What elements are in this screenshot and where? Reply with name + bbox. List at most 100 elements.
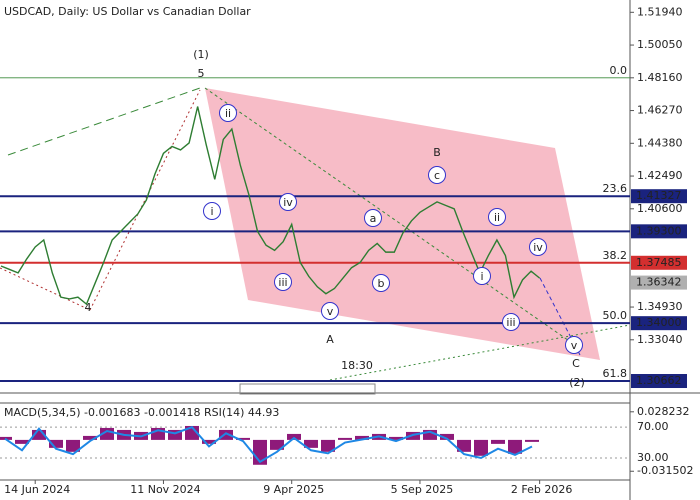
y-tick-label: 1.46270: [637, 104, 683, 117]
y-tick-label: 1.42490: [637, 169, 683, 182]
macd-bar: [508, 439, 522, 454]
wave-label: b: [378, 277, 385, 290]
wave-circle: [274, 273, 292, 291]
fib-label: 23.6: [603, 182, 628, 195]
fib-label: 0.0: [610, 64, 628, 77]
y-tick-label: 1.33040: [637, 333, 683, 346]
rsi-line: [4, 426, 533, 464]
wave-label: (2): [569, 376, 585, 389]
price-line: [0, 106, 541, 306]
trend-line: [329, 324, 631, 381]
macd-bar: [355, 435, 369, 440]
y-tick-label: 1.51940: [637, 5, 683, 18]
x-tick-label: 14 Jun 2024: [4, 483, 70, 496]
wave-label: c: [434, 169, 440, 182]
x-tick-label: 2 Feb 2026: [511, 483, 572, 496]
macd-bar: [32, 429, 46, 440]
wave-line: [0, 267, 91, 311]
macd-bar: [15, 439, 29, 444]
wave-line: [89, 89, 201, 311]
level-label: 1.34000: [636, 316, 682, 329]
wave-label: a: [370, 212, 377, 225]
macd-bar: [423, 429, 437, 440]
wave-circle: [203, 202, 221, 220]
fib-label: 50.0: [603, 309, 628, 322]
macd-bar: [474, 439, 488, 456]
wave-label: ii: [494, 211, 500, 224]
wave-circle: [321, 302, 339, 320]
macd-bar: [270, 439, 284, 450]
timer-frame: [239, 383, 376, 395]
y2-tick-label: 70.00: [637, 420, 669, 433]
macd-bar: [338, 437, 352, 440]
y-tick-label: 1.48160: [637, 71, 683, 84]
macd-bar: [389, 436, 403, 440]
level-box: [631, 189, 687, 204]
wave-label: iv: [283, 196, 293, 209]
level-label: 1.37485: [636, 256, 682, 269]
macd-bar: [525, 439, 539, 442]
macd-bar: [440, 433, 454, 440]
macd-bar: [151, 427, 165, 440]
macd-bar: [304, 439, 318, 448]
wave-label: v: [327, 305, 334, 318]
wave-label: ii: [225, 107, 231, 120]
level-box: [631, 275, 687, 290]
wave-label: iii: [506, 316, 515, 329]
wave-label: i: [480, 270, 483, 283]
level-label: 1.39300: [636, 224, 682, 237]
level-box: [631, 316, 687, 331]
level-box: [631, 374, 687, 389]
channel: [205, 88, 600, 360]
wave-circle: [529, 238, 547, 256]
y-tick-label: 1.40600: [637, 202, 683, 215]
wave-label: v: [571, 339, 578, 352]
wave-circle: [279, 193, 297, 211]
indicator-title: MACD(5,34,5) -0.001683 -0.001418 RSI(14)…: [4, 406, 279, 419]
wave-label: 5: [198, 67, 205, 80]
y-tick-label: -0.031502: [637, 464, 693, 477]
y-tick-label: 0.028232: [637, 405, 690, 418]
macd-bar: [49, 439, 63, 448]
macd-bar: [100, 427, 114, 440]
wave-circle: [502, 313, 520, 331]
wave-label: iii: [278, 276, 287, 289]
x-tick-label: 5 Sep 2025: [391, 483, 454, 496]
macd-bar: [202, 439, 216, 444]
wave-circle: [219, 104, 237, 122]
wave-circle: [488, 208, 506, 226]
chart-title: USDCAD, Daily: US Dollar vs Canadian Dol…: [4, 5, 251, 18]
wave-label: A: [326, 333, 334, 346]
wave-label: iv: [533, 241, 543, 254]
wave-circle: [565, 336, 583, 354]
y-tick-label: 1.34930: [637, 300, 683, 313]
macd-bar: [83, 435, 97, 440]
wave-circle: [473, 267, 491, 285]
level-label: 1.36342: [636, 276, 682, 289]
level-label: 1.30662: [636, 374, 682, 387]
wave-label: C: [572, 357, 580, 370]
macd-bar: [168, 429, 182, 440]
level-box: [631, 255, 687, 270]
wave-label: 4: [85, 301, 92, 314]
level-label: 1.41327: [636, 189, 682, 202]
fib-label: 61.8: [603, 367, 628, 380]
macd-bar: [491, 439, 505, 444]
y-tick-label: 1.44380: [637, 136, 683, 149]
macd-bar: [236, 437, 250, 440]
y2-tick-label: 30.00: [637, 451, 669, 464]
wave-circle: [428, 166, 446, 184]
trend-line: [7, 87, 201, 156]
x-tick-label: 11 Nov 2024: [130, 483, 200, 496]
macd-bar: [219, 429, 233, 440]
wave-label: i: [210, 205, 213, 218]
timer: 18:30: [341, 359, 373, 372]
wave-circle: [364, 209, 382, 227]
macd-bar: [321, 439, 335, 452]
wave-circle: [372, 274, 390, 292]
wave-label: B: [433, 146, 441, 159]
y-tick-label: 1.50050: [637, 38, 683, 51]
fib-label: 38.2: [603, 249, 628, 262]
wave-label: (1): [193, 48, 209, 61]
